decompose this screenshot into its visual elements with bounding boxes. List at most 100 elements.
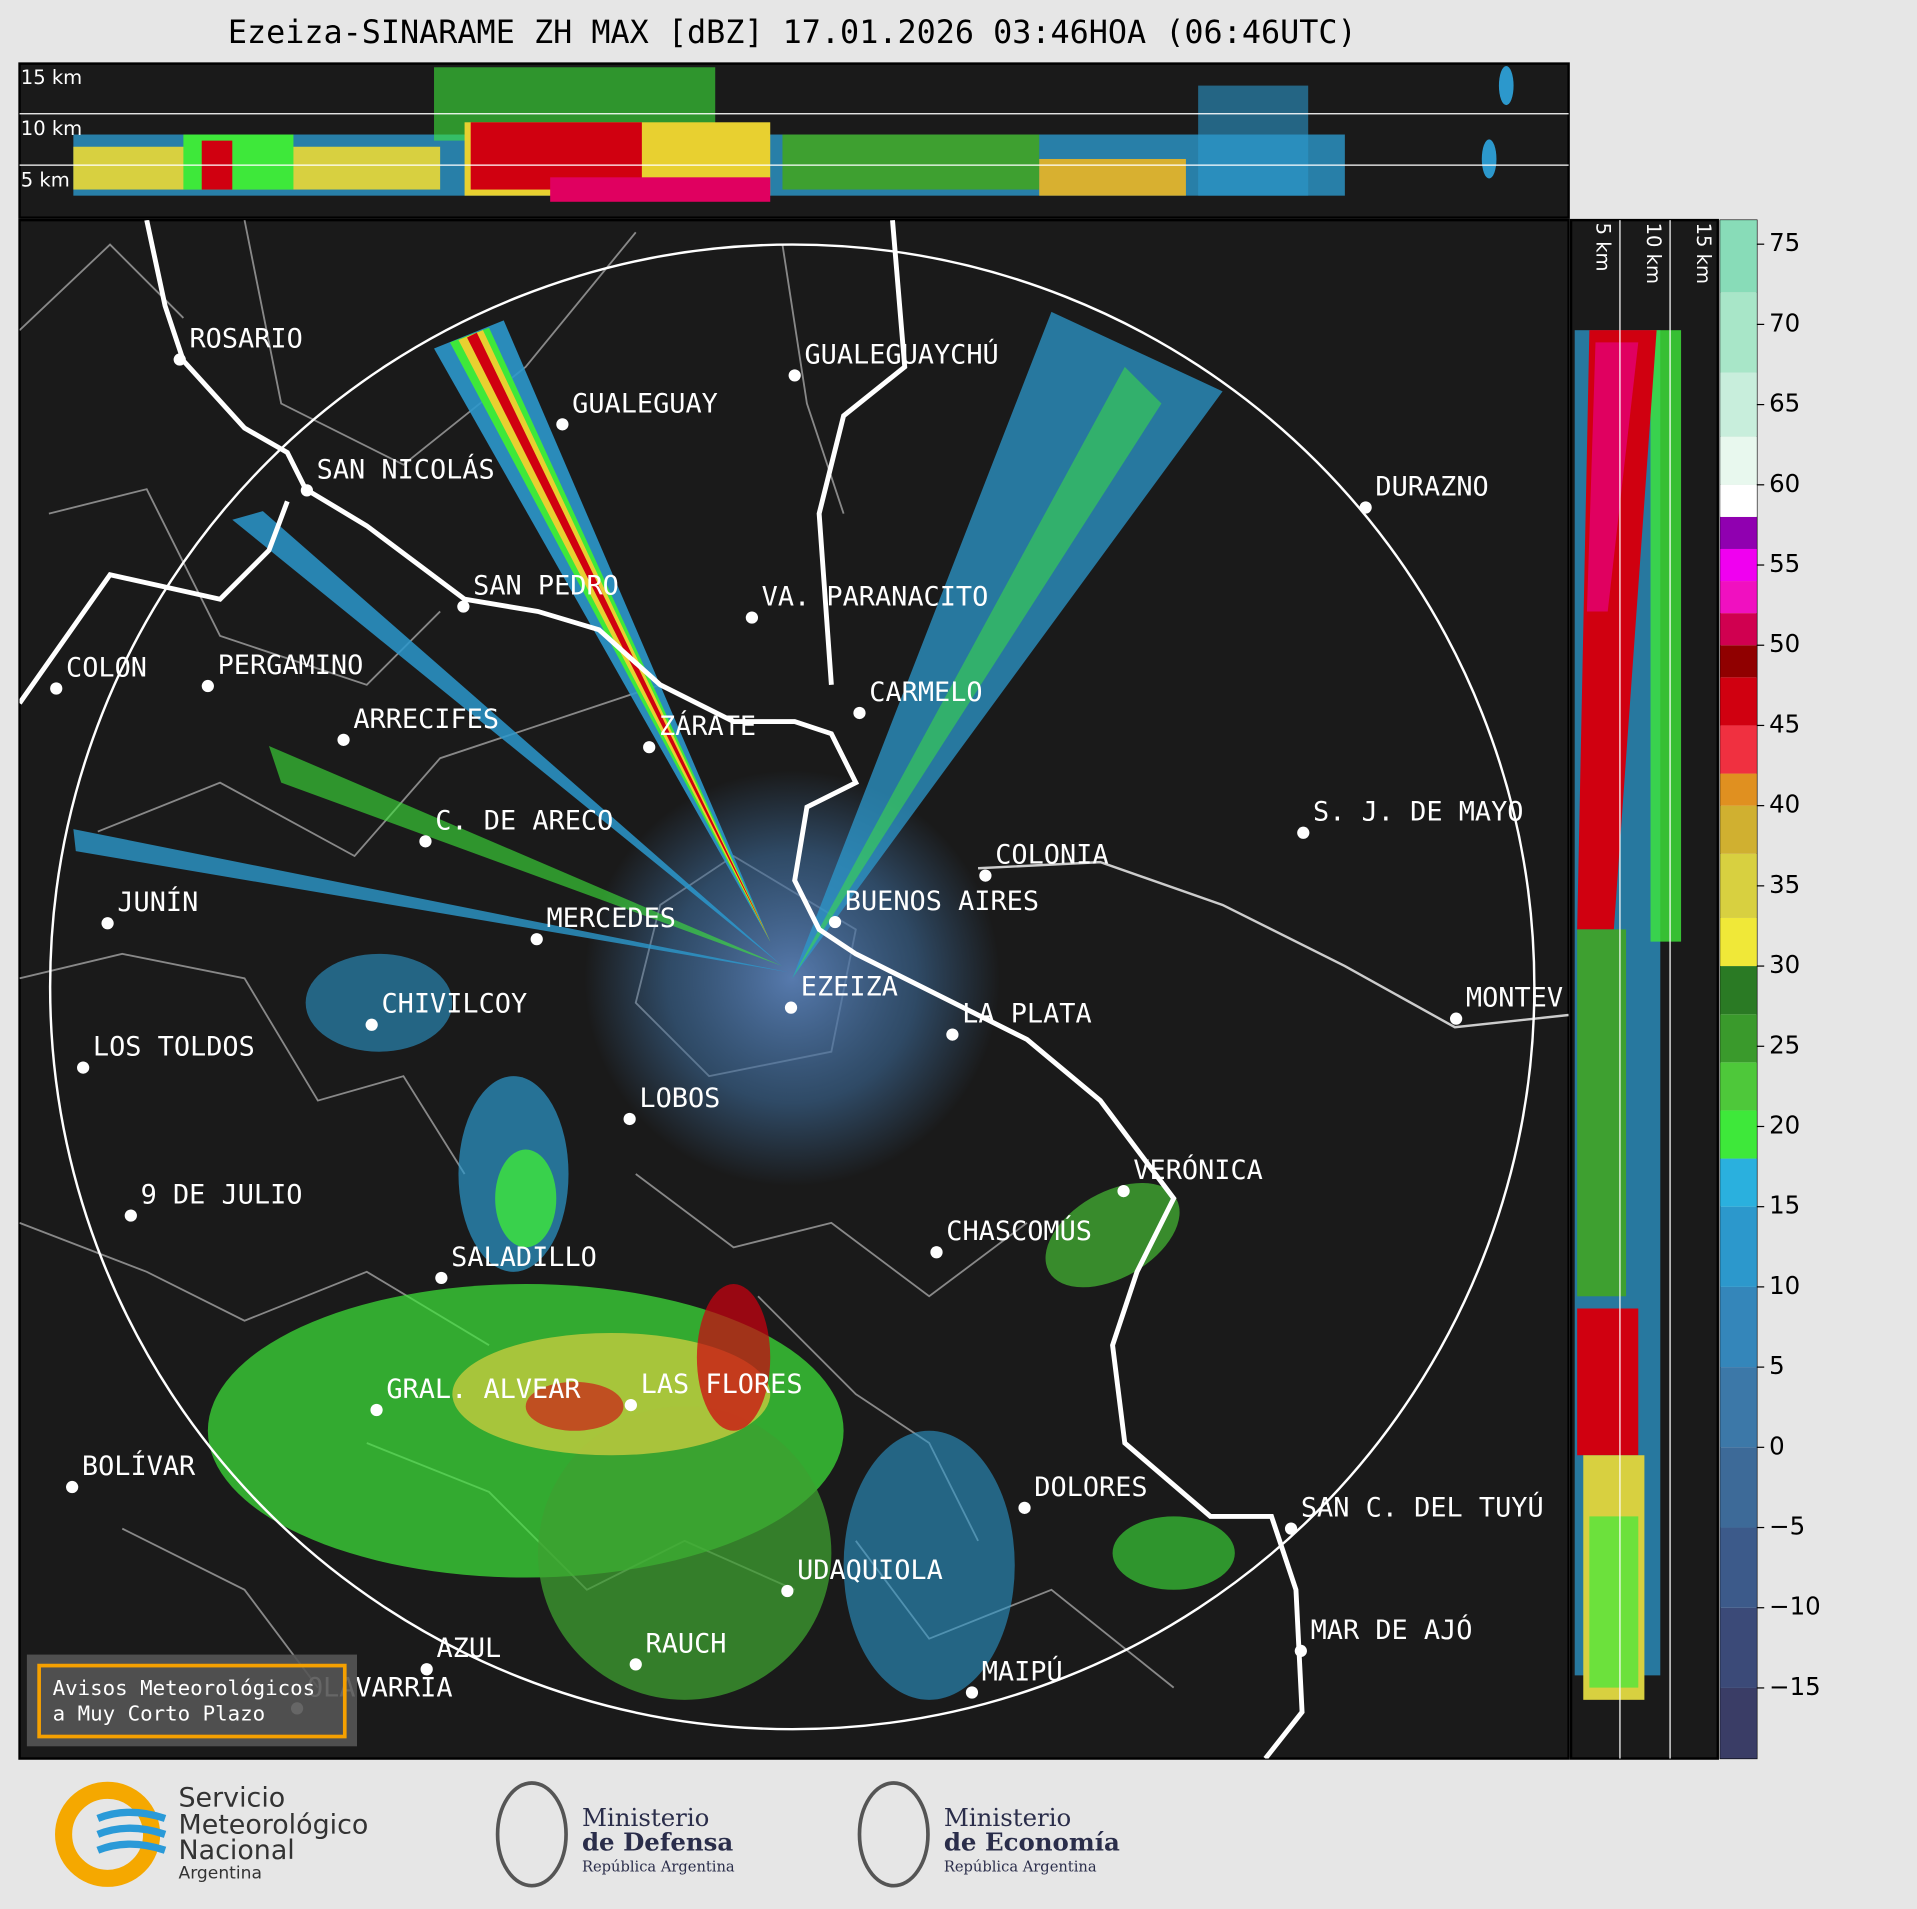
logo-text: de Defensa [582,1828,733,1857]
city-label: LOS TOLDOS [93,1032,255,1063]
city-marker [788,369,801,382]
colorbar-tick-label: 60 [1769,469,1800,498]
city-marker [201,679,214,693]
city-label: ZÁRATE [659,710,756,742]
echo [305,953,453,1052]
colorbar-tick-label: 45 [1769,709,1800,738]
city-marker [781,1584,794,1598]
logo-text: Argentina [178,1863,261,1883]
colorbar-band [1720,1447,1757,1528]
city-marker [1284,1522,1298,1535]
height-label: 5 km [21,168,70,191]
city-marker [173,353,186,366]
logo-text: Servicio [178,1782,285,1813]
city-label: ROSARIO [190,323,303,354]
colorbar-tick-label: −5 [1769,1512,1805,1541]
echo [525,1381,624,1431]
colorbar-tick-label: 40 [1769,790,1800,819]
city-label: JUNÍN [117,886,198,918]
city-label: ARRECIFES [353,704,499,735]
city-marker [629,1658,642,1671]
city-marker [124,1209,137,1222]
echo [467,332,771,942]
colorbar-tick-label: 15 [1769,1191,1800,1220]
city-marker [643,741,656,754]
city-label: MAR DE AJÓ [1311,1614,1473,1646]
notice-text: a Muy Corto Plazo [53,1702,266,1726]
city-marker [457,600,470,613]
logo-text: de Economía [944,1828,1120,1857]
colorbar-tick-label: 5 [1769,1351,1785,1380]
echo [495,1149,557,1248]
colorbar-band [1720,1687,1757,1759]
city-label: SAN NICOLÁS [317,453,495,485]
city-marker [624,1398,637,1412]
colorbar-band [1720,1367,1757,1448]
echo [843,1430,1015,1700]
city-marker [745,611,759,624]
city-label: C. DE ARECO [435,805,613,836]
content: Ezeiza-SINARAME ZH MAX [dBZ] 17.01.2026 … [18,14,1821,1888]
colorbar-band [1720,853,1757,918]
title: Ezeiza-SINARAME ZH MAX [dBZ] 17.01.2026 … [228,14,1357,51]
city-label: VA. PARANACITO [762,581,989,612]
city-label: S. J. DE MAYO [1313,797,1523,828]
city-marker [365,1018,378,1031]
colorbar-band [1720,548,1757,582]
range-ring [48,243,1536,1731]
colorbar-band [1720,1527,1757,1608]
city-label: BUENOS AIRES [845,886,1039,917]
city-marker [337,733,350,746]
height-label: 5 km [1592,223,1615,272]
colorbar-tick-label: −15 [1769,1672,1821,1701]
city-marker [556,418,569,431]
echo [458,330,771,942]
echo [232,511,783,967]
city-marker [946,1028,959,1041]
colorbar-tick-label: 10 [1769,1271,1800,1300]
city-marker [420,1663,433,1676]
logo-text: Nacional [178,1835,294,1866]
colorbar-tick-label: 25 [1769,1030,1800,1059]
city-label: SAN C. DEL TUYÚ [1301,1492,1544,1524]
smn-logo [96,1808,167,1854]
city-label: MAIPÚ [982,1655,1063,1687]
echo [792,366,1162,979]
city-marker [1297,826,1310,839]
notice-button[interactable] [37,1663,347,1739]
colorbar-band [1720,220,1757,293]
side-echoes [1574,330,1682,1700]
city-marker [828,915,842,929]
city-label: GUALEGUAY [572,388,718,419]
echo [537,1406,832,1700]
city-label: LAS FLORES [641,1369,803,1400]
city-label: SAN PEDRO [473,570,619,601]
echo [1045,1182,1180,1288]
colorbar-tick-label: 0 [1769,1431,1785,1460]
colorbar-band [1720,372,1757,437]
colorbar-tick-label: 30 [1769,950,1800,979]
city-marker [101,917,114,930]
city-marker [1294,1644,1307,1658]
city-label: DOLORES [1034,1472,1147,1503]
city-label: PERGAMINO [218,650,364,681]
colorbar-band [1720,581,1757,614]
colorbar: −15 −10 −5 0 5 10 15 20 25 30 35 40 45 50 55 60 65 70 75 [1720,220,1821,1759]
notice-text: Avisos Meteorológicos [53,1676,316,1700]
colorbar-band [1720,1206,1757,1287]
city-label: RAUCH [646,1628,727,1659]
echo [696,1284,771,1431]
shield [857,1781,930,1888]
height-label: 15 km [21,66,82,89]
city-label: MONTEV [1466,983,1563,1014]
city-marker [965,1686,979,1699]
city-marker [530,933,543,946]
cities: ROSARIO GUALEGUAYCHÚ GUALEGUAY SAN NICOLÁS D… [50,323,1563,1715]
colorbar-band [1720,1062,1757,1111]
colorbar-tick-label: 50 [1769,629,1800,658]
logos: Servicio Meteorológico Nacional Argentin… [55,1781,1120,1888]
clutter [584,770,1001,1187]
colorbar-tick-label: 75 [1769,228,1800,257]
city-marker [1359,501,1372,514]
